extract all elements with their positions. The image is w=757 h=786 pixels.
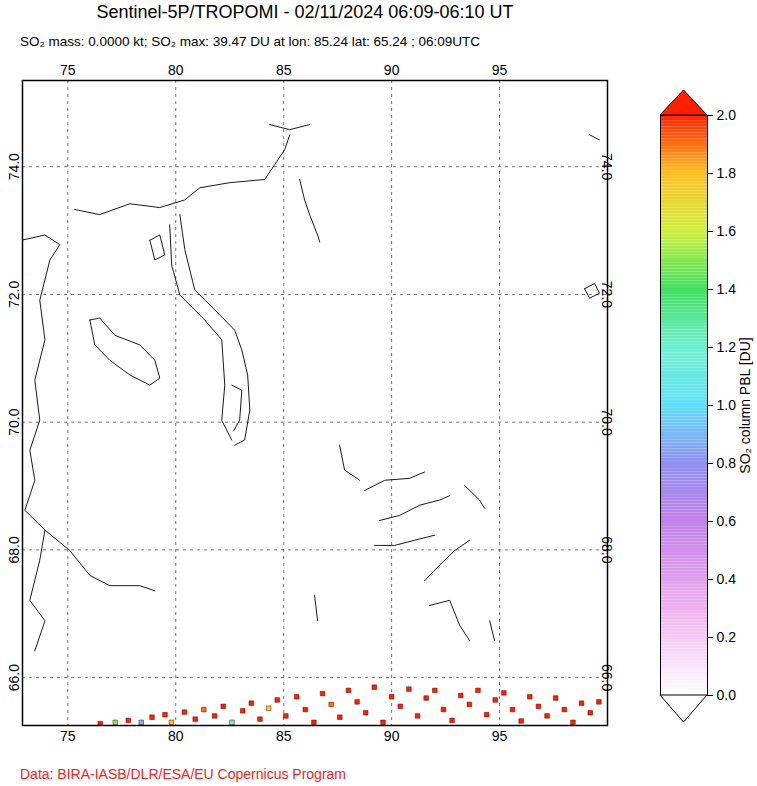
svg-text:80: 80: [168, 728, 184, 744]
svg-text:1.0: 1.0: [717, 397, 737, 413]
svg-text:72.0: 72.0: [599, 281, 615, 308]
svg-text:74.0: 74.0: [6, 153, 22, 180]
html-text:Data: BIRA-IASB/DLR/ESA/EU Cop: Data: BIRA-IASB/DLR/ESA/EU Copernicus Pr…: [20, 766, 346, 782]
svg-text:95: 95: [492, 728, 508, 744]
svg-text:1.2: 1.2: [717, 339, 737, 355]
svg-text:66.0: 66.0: [6, 664, 22, 691]
html-text:Sentinel-5P/TROPOMI - 02/11/20: Sentinel-5P/TROPOMI - 02/11/2024 06:09-0…: [96, 2, 514, 22]
svg-text:0.6: 0.6: [717, 513, 737, 529]
svg-text:70.0: 70.0: [599, 409, 615, 436]
svg-text:66.0: 66.0: [599, 664, 615, 691]
svg-text:1.4: 1.4: [717, 281, 737, 297]
svg-text:90: 90: [384, 62, 400, 78]
svg-text:72.0: 72.0: [6, 281, 22, 308]
svg-text:75: 75: [60, 62, 76, 78]
svg-text:2.0: 2.0: [717, 107, 737, 123]
svg-text:68.0: 68.0: [6, 536, 22, 563]
svg-text:75: 75: [60, 728, 76, 744]
svg-text:95: 95: [492, 62, 508, 78]
svg-text:0.0: 0.0: [717, 687, 737, 703]
svg-text:68.0: 68.0: [599, 536, 615, 563]
svg-text:SO₂ column PBL [DU]: SO₂ column PBL [DU]: [737, 337, 753, 473]
svg-text:85: 85: [276, 62, 292, 78]
svg-text:0.2: 0.2: [717, 629, 737, 645]
svg-text:1.8: 1.8: [717, 165, 737, 181]
svg-text:0.8: 0.8: [717, 455, 737, 471]
svg-text:0.4: 0.4: [717, 571, 737, 587]
svg-text:85: 85: [276, 728, 292, 744]
svg-text:74.0: 74.0: [599, 153, 615, 180]
svg-text:80: 80: [168, 62, 184, 78]
svg-text:90: 90: [384, 728, 400, 744]
svg-text:1.6: 1.6: [717, 223, 737, 239]
html-text:SO₂ mass: 0.0000 kt; SO₂ max:: SO₂ mass: 0.0000 kt; SO₂ max: 39.47 DU a…: [20, 34, 480, 49]
svg-text:70.0: 70.0: [6, 408, 22, 435]
